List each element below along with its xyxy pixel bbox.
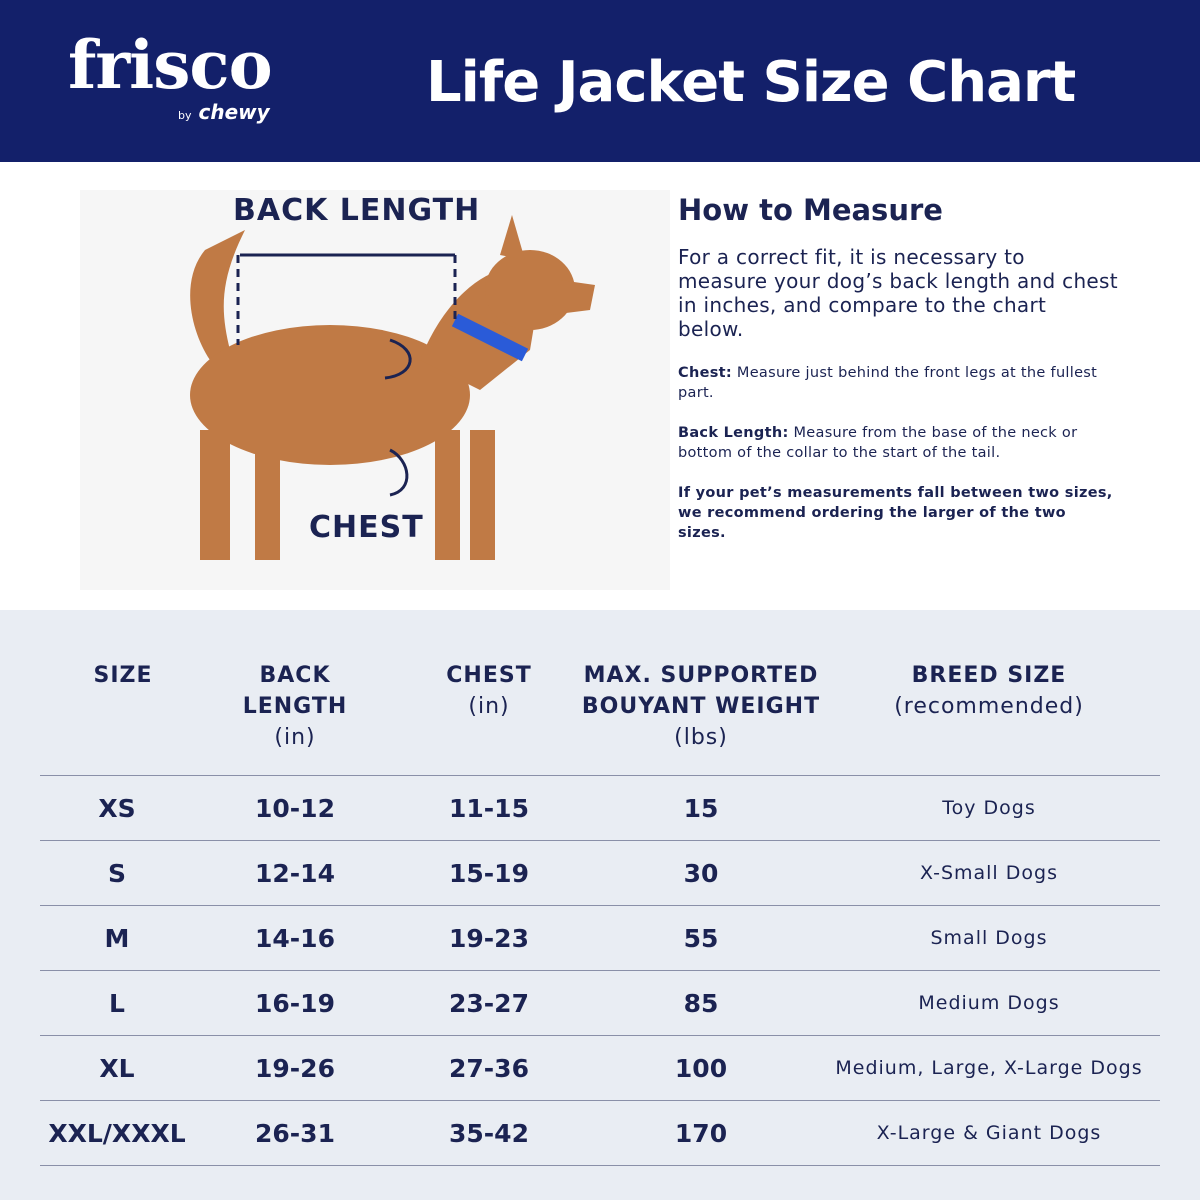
size-cell: M	[104, 924, 130, 953]
table-row: M 14-16 19-23 55 Small Dogs	[40, 905, 1160, 970]
header-size: SIZE	[93, 663, 153, 688]
intro-text: For a correct fit, it is necessary to me…	[678, 245, 1118, 341]
breed-size-cell: Small Dogs	[930, 927, 1048, 949]
frisco-logo: frisco	[68, 26, 273, 104]
breed-size-cell: Medium, Large, X-Large Dogs	[835, 1057, 1143, 1079]
back-note: Back Length: Measure from the base of th…	[678, 425, 1078, 461]
how-to-measure: How to Measure For a correct fit, it is …	[678, 193, 1118, 543]
chest-note: Chest: Measure just behind the front leg…	[678, 365, 1098, 401]
size-table: SIZE BACK LENGTH (in) CHEST (in) MAX. SUPP…	[0, 610, 1200, 1200]
back-length-label: BACK LENGTH	[233, 193, 481, 228]
size-cell: XL	[99, 1054, 135, 1083]
table-row: L 16-19 23-27 85 Medium Dogs	[40, 970, 1160, 1035]
chest-cell: 15-19	[449, 859, 529, 888]
dog-measure-photo: BACK LENGTH CHEST	[80, 190, 670, 590]
max-weight-cell: 85	[683, 989, 719, 1018]
size-cell: S	[107, 859, 126, 888]
chest-cell: 23-27	[449, 989, 529, 1018]
header-banner: frisco by chewy Life Jacket Size Chart	[0, 0, 1200, 162]
max-weight-cell: 100	[674, 1054, 728, 1083]
max-weight-cell: 170	[674, 1119, 728, 1148]
back-length-cell: 12-14	[255, 859, 335, 888]
chest-cell: 27-36	[449, 1054, 529, 1083]
back-length-cell: 10-12	[255, 794, 335, 823]
table-row: XXL/XXXL 26-31 35-42 170 X-Large & Giant Dog…	[40, 1100, 1160, 1165]
back-length-cell: 14-16	[255, 924, 335, 953]
chest-cell: 19-23	[449, 924, 529, 953]
collar	[451, 313, 529, 362]
back-length-cell: 19-26	[255, 1054, 335, 1083]
max-weight-cell: 55	[683, 924, 719, 953]
header-chest: CHEST (in)	[446, 663, 532, 719]
chewy-logo: by chewy	[178, 100, 270, 124]
max-weight-cell: 15	[683, 794, 719, 823]
chest-cell: 35-42	[449, 1119, 529, 1148]
max-weight-cell: 30	[683, 859, 719, 888]
header-weight: MAX. SUPPORTED BOUYANT WEIGHT (lbs)	[581, 663, 821, 750]
table-row: XS 10-12 11-15 15 Toy Dogs	[40, 775, 1160, 840]
breed-size-cell: Toy Dogs	[942, 797, 1036, 819]
size-cell: XS	[98, 794, 136, 823]
back-length-cell: 16-19	[255, 989, 335, 1018]
size-cell: L	[109, 989, 125, 1018]
table-bottom-rule	[40, 1165, 1160, 1166]
chest-label: CHEST	[309, 510, 424, 545]
back-length-cell: 26-31	[255, 1119, 335, 1148]
page-title: Life Jacket Size Chart	[426, 50, 1076, 115]
table-row: S 12-14 15-19 30 X-Small Dogs	[40, 840, 1160, 905]
breed-size-cell: X-Large & Giant Dogs	[876, 1122, 1102, 1144]
how-to-heading: How to Measure	[678, 193, 943, 227]
chest-cell: 11-15	[449, 794, 529, 823]
table-row: XL 19-26 27-36 100 Medium, Large, X-Large Do…	[40, 1035, 1160, 1100]
size-cell: XXL/XXXL	[48, 1119, 186, 1148]
dog-illustration	[190, 215, 595, 560]
header-back-length: BACK LENGTH (in)	[242, 663, 348, 750]
recommendation-text: If your pet’s measurements fall between …	[678, 485, 1113, 541]
breed-size-cell: X-Small Dogs	[920, 862, 1058, 884]
header-breed: BREED SIZE (recommended)	[894, 663, 1084, 719]
breed-size-cell: Medium Dogs	[918, 992, 1060, 1014]
